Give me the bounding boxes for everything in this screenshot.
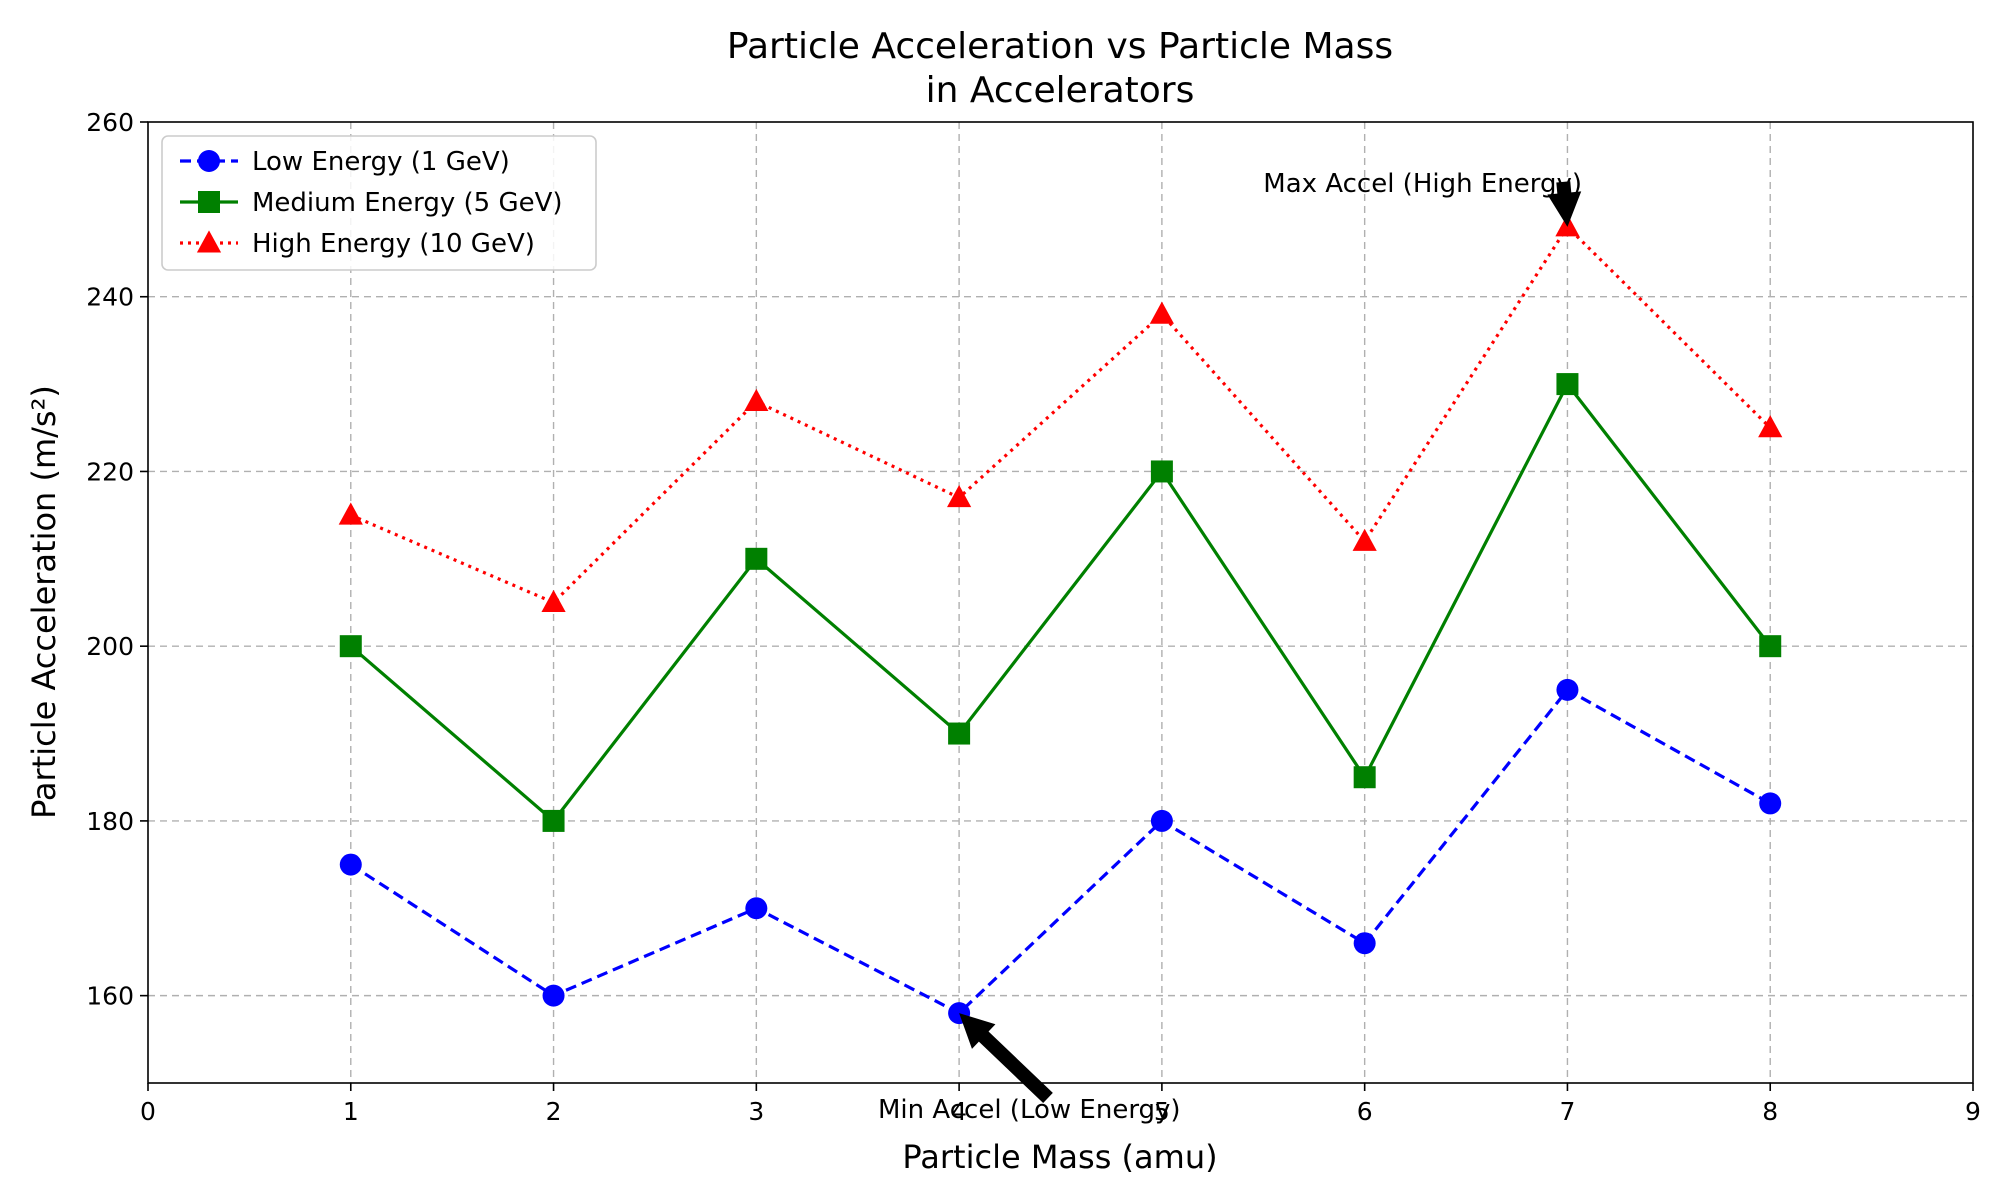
data-point-series-2 <box>948 722 971 745</box>
series-line-1 <box>349 687 1772 1016</box>
y-axis-ticks: 160 180 200 220 240 260 <box>86 108 148 1011</box>
legend-marker-series-3 <box>196 230 222 253</box>
data-point-series-1 <box>1353 932 1376 955</box>
data-point-series-3 <box>947 485 972 508</box>
data-point-series-3 <box>338 502 363 525</box>
data-point-series-3 <box>744 388 769 412</box>
data-point-series-1 <box>339 853 362 876</box>
data-point-series-1 <box>542 984 565 1007</box>
x-axis-label: Particle Mass (amu) <box>902 1138 1217 1176</box>
annotation-text-1: Max Accel (High Energy) <box>1263 169 1582 199</box>
data-point-series-3 <box>1149 301 1174 324</box>
data-point-series-3 <box>1352 528 1377 551</box>
data-point-series-1 <box>1759 792 1782 815</box>
y-tick-label: 180 <box>86 807 134 836</box>
data-point-series-2 <box>745 547 768 570</box>
chart-title-line-1: Particle Acceleration vs Particle Mass <box>727 26 1393 67</box>
legend-label-series-3: High Energy (10 GeV) <box>252 229 535 259</box>
data-point-series-3 <box>541 589 566 612</box>
y-tick-label: 160 <box>86 982 134 1011</box>
data-point-series-3 <box>1758 415 1783 438</box>
x-axis-ticks: 0 1 2 3 4 5 6 7 8 9 <box>140 1083 1981 1126</box>
y-axis-label: Particle Acceleration (m/s²) <box>25 385 63 819</box>
series-markers <box>338 214 1783 1025</box>
x-tick-label: 1 <box>343 1097 359 1126</box>
data-point-series-2 <box>339 635 362 658</box>
chart-title: Particle Acceleration vs Particle Mass i… <box>727 26 1393 111</box>
y-tick-label: 200 <box>86 632 134 661</box>
x-tick-label: 5 <box>1154 1097 1170 1126</box>
plot-frame <box>147 121 1974 1084</box>
data-point-series-2 <box>1556 373 1579 396</box>
x-tick-label: 6 <box>1357 1097 1373 1126</box>
annotation-text-2: Min Accel (Low Energy) <box>878 1095 1181 1125</box>
data-point-series-1 <box>745 897 768 920</box>
y-tick-label: 220 <box>86 457 134 486</box>
x-tick-label: 4 <box>951 1097 967 1126</box>
x-tick-label: 9 <box>1965 1097 1981 1126</box>
x-tick-label: 2 <box>546 1097 562 1126</box>
data-point-series-2 <box>1353 766 1376 789</box>
data-point-series-2 <box>1759 635 1782 658</box>
chart-title-line-2: in Accelerators <box>926 70 1195 111</box>
x-tick-label: 7 <box>1559 1097 1575 1126</box>
legend-marker-series-1 <box>198 150 220 172</box>
data-point-series-2 <box>1150 460 1173 483</box>
annotations: Max Accel (High Energy) Min Accel (Low En… <box>878 169 1582 1125</box>
x-tick-label: 8 <box>1762 1097 1778 1126</box>
legend-label-series-1: Low Energy (1 GeV) <box>252 147 510 177</box>
legend-marker-series-2 <box>198 191 220 213</box>
legend-box <box>161 135 597 271</box>
legend-label-series-2: Medium Energy (5 GeV) <box>252 188 563 218</box>
y-tick-label: 240 <box>86 283 134 312</box>
series-line-2 <box>349 381 1772 824</box>
legend: Low Energy (1 GeV) Medium Energy (5 GeV) H… <box>161 135 597 271</box>
series-lines <box>349 224 1772 1016</box>
data-point-series-1 <box>1556 678 1579 701</box>
data-point-series-1 <box>1150 809 1173 832</box>
annotation-arrow-2 <box>959 1013 1053 1104</box>
x-tick-label: 3 <box>748 1097 764 1126</box>
annotation-arrow-1 <box>1547 181 1582 227</box>
y-tick-label: 260 <box>86 108 134 137</box>
data-point-series-2 <box>542 809 565 832</box>
x-tick-label: 0 <box>140 1097 156 1126</box>
